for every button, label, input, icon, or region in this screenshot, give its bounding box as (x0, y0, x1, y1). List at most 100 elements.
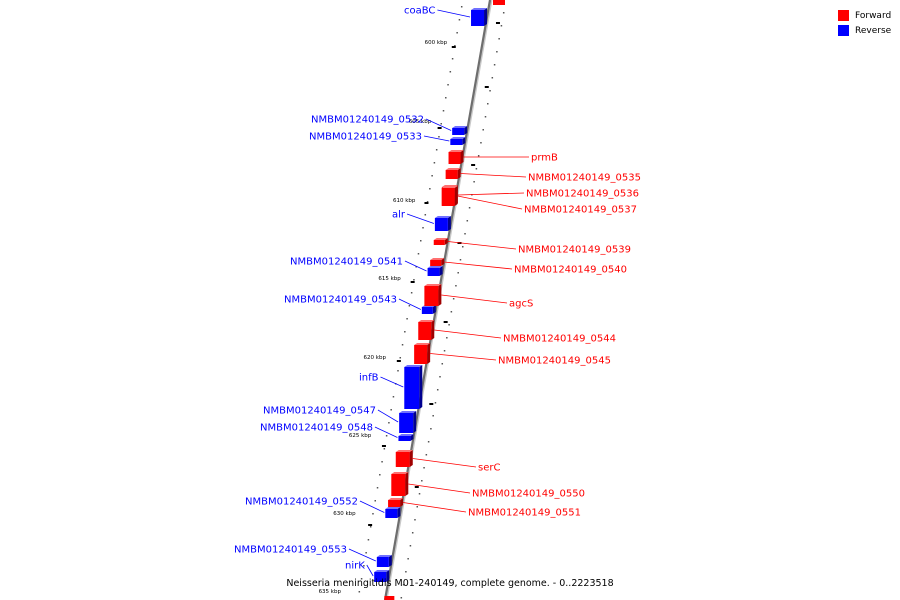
gene-block (433, 240, 445, 245)
minor-tick (487, 103, 489, 105)
minor-tick (427, 441, 430, 443)
gene-NMBM01240149_0550[interactable] (391, 472, 409, 496)
gene-label: NMBM01240149_0553 (234, 545, 347, 556)
gene-block (448, 152, 461, 164)
gene-block-side (386, 570, 390, 582)
gene-NMBM01240149_0553[interactable] (376, 555, 392, 567)
gene-block-side (484, 8, 488, 26)
gene-block-top (427, 266, 443, 268)
gene-label: NMBM01240149_0544 (503, 334, 616, 345)
scale-tick-mark (429, 403, 434, 405)
minor-tick (410, 292, 413, 294)
gene-block-side (439, 266, 443, 276)
gene-block-top (391, 472, 409, 474)
gene-block-side (388, 555, 392, 567)
gene-block (414, 345, 428, 364)
minor-tick (435, 149, 438, 151)
gene-NMBM01240149_0537[interactable] (441, 186, 458, 206)
minor-tick (496, 51, 498, 53)
gene-leader-line (423, 135, 450, 142)
gene-partial-top (493, 0, 505, 5)
minor-tick (432, 415, 434, 417)
minor-tick (429, 188, 431, 190)
minor-tick (397, 370, 399, 372)
gene-leader-line (404, 260, 427, 272)
gene-NMBM01240149_0540[interactable] (430, 258, 445, 266)
minor-tick (425, 454, 428, 456)
gene-NMBM01240149_0545[interactable] (414, 343, 431, 364)
minor-tick (405, 571, 407, 573)
gene-NMBM01240149_0547[interactable] (399, 411, 417, 433)
gene-NMBM01240149_0552[interactable] (385, 507, 401, 518)
minor-tick (434, 402, 437, 404)
gene-nirK[interactable] (374, 570, 390, 582)
minor-tick (441, 363, 444, 365)
gene-block (434, 218, 448, 231)
gene-block (388, 500, 401, 507)
minor-tick (374, 500, 376, 502)
gene-block-top (385, 507, 401, 509)
gene-NMBM01240149_0544[interactable] (418, 320, 435, 340)
minor-tick (392, 396, 395, 398)
gene-leader-line (359, 500, 385, 513)
minor-tick (365, 552, 367, 554)
minor-tick (417, 253, 420, 255)
minor-tick (440, 123, 442, 125)
scale-tick-label: 635 kbp (319, 589, 342, 595)
gene-NMBM01240149_0535[interactable] (445, 168, 461, 179)
scale-tick-mark (495, 22, 500, 24)
gene-serC[interactable] (395, 450, 413, 467)
gene-NMBM01240149_0541[interactable] (427, 266, 443, 276)
gene-label: infB (359, 373, 379, 384)
minor-tick (457, 272, 459, 274)
minor-tick (491, 77, 494, 79)
minor-tick (451, 58, 454, 60)
gene-alr[interactable] (434, 216, 451, 231)
gene-block (445, 170, 458, 179)
gene-infB[interactable] (404, 365, 423, 409)
gene-NMBM01240149_0551[interactable] (388, 498, 404, 507)
gene-leader-line (441, 294, 508, 304)
minor-tick (418, 493, 421, 495)
minor-tick (448, 324, 450, 326)
minor-tick (426, 201, 429, 203)
gene-leader-line (412, 458, 477, 468)
scale-tick-label: 600 kbp (425, 40, 448, 46)
minor-tick (406, 318, 408, 320)
gene-block (418, 322, 432, 340)
minor-tick (484, 116, 487, 118)
gene-block (391, 474, 406, 496)
legend-item-reverse: Reverse (838, 23, 898, 38)
gene-coaBC[interactable] (471, 8, 488, 26)
gene-block-top (395, 450, 413, 452)
minor-tick (404, 331, 406, 333)
gene-NMBM01240149_0539[interactable] (433, 238, 448, 245)
gene-block (441, 188, 455, 206)
gene-NMBM01240149_0543[interactable] (421, 305, 436, 314)
minor-tick (439, 376, 441, 378)
gene-block (374, 572, 387, 582)
minor-tick (416, 506, 418, 508)
gene-leader-line (406, 213, 435, 224)
gene-block-side (400, 498, 404, 507)
scale-ticks: 600 kbp 605 kbp 610 kbp 615 kbp 620 kbp 625 k… (319, 22, 500, 595)
gene-block-top (450, 137, 466, 139)
gene-NMBM01240149_0533[interactable] (450, 137, 466, 145)
scale-tick-mark (414, 486, 419, 488)
scale-tick-mark (368, 524, 373, 526)
gene-label: serC (478, 463, 500, 474)
gene-label: NMBM01240149_0540 (514, 265, 627, 276)
gene-NMBM01240149_0532[interactable] (452, 126, 468, 135)
minor-tick (468, 207, 471, 209)
gene-block (404, 367, 420, 409)
minor-tick (455, 285, 457, 287)
gene-block (398, 436, 411, 441)
minor-tick (458, 19, 461, 21)
gene-NMBM01240149_0548[interactable] (398, 434, 414, 441)
scale-tick-label: 615 kbp (378, 276, 401, 282)
gene-block-top (388, 498, 404, 500)
gene-prmB[interactable] (448, 150, 464, 164)
gene-agcS[interactable] (424, 284, 442, 306)
gene-leader-line (366, 564, 374, 577)
